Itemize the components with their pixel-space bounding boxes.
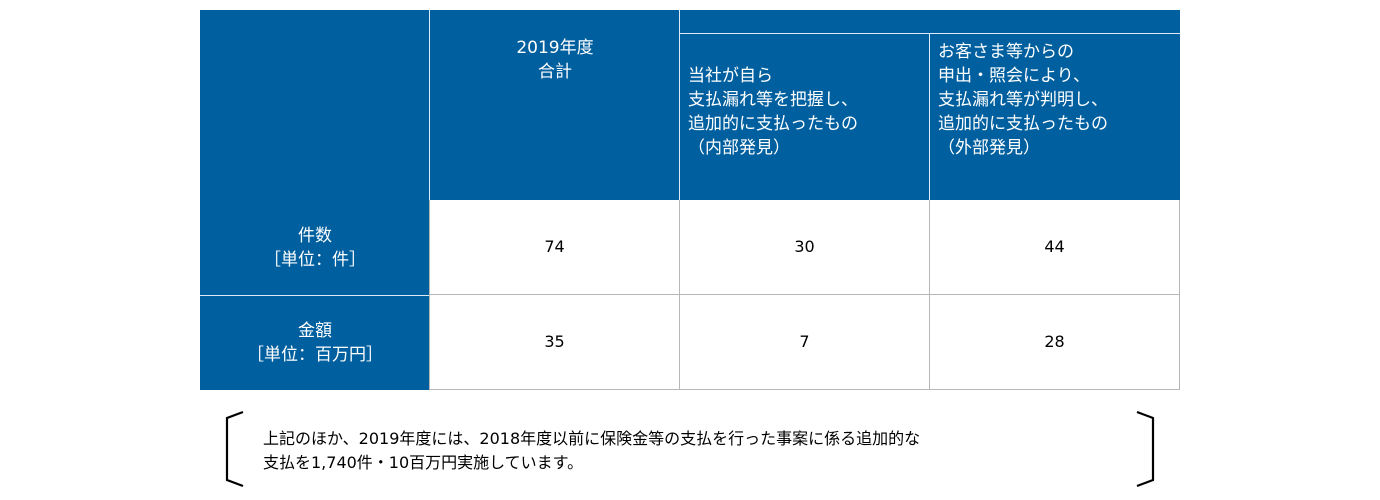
footnote-line-1: 上記のほか、2019年度には、2018年度以前に保険金等の支払を行った事案に係る… bbox=[263, 429, 921, 448]
amount-internal-value: 7 bbox=[799, 332, 810, 351]
header-corner-cell bbox=[200, 10, 430, 200]
row-count-label-cell: 件数 ［単位：件］ bbox=[200, 200, 430, 295]
header-internal-line-1: 当社が自ら bbox=[688, 66, 773, 86]
header-external-line-4: 追加的に支払ったもの bbox=[938, 114, 1108, 134]
header-external-line-5: （外部発見） bbox=[938, 138, 1040, 158]
body-left-divider bbox=[429, 200, 430, 390]
amount-external-cell: 28 bbox=[930, 295, 1180, 390]
row-count-label-line-2: ［単位：件］ bbox=[264, 249, 366, 270]
header-divider-1 bbox=[429, 10, 430, 200]
left-bracket-icon bbox=[225, 410, 244, 488]
row-amount-label-cell: 金額 ［単位：百万円］ bbox=[200, 295, 430, 390]
header-external-line-3: 支払漏れ等が判明し、 bbox=[938, 90, 1108, 110]
row-label-divider bbox=[200, 295, 430, 296]
header-internal-cell: 当社が自ら 支払漏れ等を把握し、 追加的に支払ったもの （内部発見） bbox=[680, 34, 930, 200]
header-divider-2 bbox=[679, 10, 680, 200]
header-subband-divider bbox=[680, 33, 1180, 34]
header-internal-line-3: 追加的に支払ったもの bbox=[688, 114, 858, 134]
row-count-label-line-1: 件数 bbox=[298, 225, 332, 246]
header-total-line-1: 2019年度 bbox=[516, 38, 594, 58]
count-internal-value: 30 bbox=[794, 237, 815, 256]
count-internal-cell: 30 bbox=[680, 200, 930, 295]
row-amount-label-line-1: 金額 bbox=[298, 320, 332, 341]
amount-internal-cell: 7 bbox=[680, 295, 930, 390]
count-total-cell: 74 bbox=[430, 200, 680, 295]
header-internal-line-4: （内部発見） bbox=[688, 138, 790, 158]
header-external-line-1: お客さま等からの bbox=[938, 42, 1074, 62]
right-bracket-icon bbox=[1136, 410, 1155, 488]
row-amount-label-line-2: ［単位：百万円］ bbox=[247, 344, 383, 365]
header-total-line-2: 合計 bbox=[538, 62, 572, 82]
count-total-value: 74 bbox=[544, 237, 565, 256]
footnote-text: 上記のほか、2019年度には、2018年度以前に保険金等の支払を行った事案に係る… bbox=[263, 427, 920, 475]
footnote-line-2: 支払を1,740件・10百万円実施しています。 bbox=[263, 453, 584, 472]
amount-external-value: 28 bbox=[1044, 332, 1065, 351]
amount-total-value: 35 bbox=[544, 332, 565, 351]
count-external-cell: 44 bbox=[930, 200, 1180, 295]
footnote: 上記のほか、2019年度には、2018年度以前に保険金等の支払を行った事案に係る… bbox=[215, 410, 1165, 488]
header-external-cell: お客さま等からの 申出・照会により、 支払漏れ等が判明し、 追加的に支払ったもの… bbox=[930, 34, 1180, 200]
header-external-line-2: 申出・照会により、 bbox=[938, 66, 1090, 86]
header-divider-3 bbox=[929, 34, 930, 200]
amount-total-cell: 35 bbox=[430, 295, 680, 390]
header-total-cell: 2019年度 合計 bbox=[430, 10, 680, 200]
header-internal-line-2: 支払漏れ等を把握し、 bbox=[688, 90, 858, 110]
payment-table: 2019年度 合計 当社が自ら 支払漏れ等を把握し、 追加的に支払ったもの （内… bbox=[200, 10, 1180, 390]
count-external-value: 44 bbox=[1044, 237, 1065, 256]
header-top-right-band bbox=[680, 10, 1180, 34]
